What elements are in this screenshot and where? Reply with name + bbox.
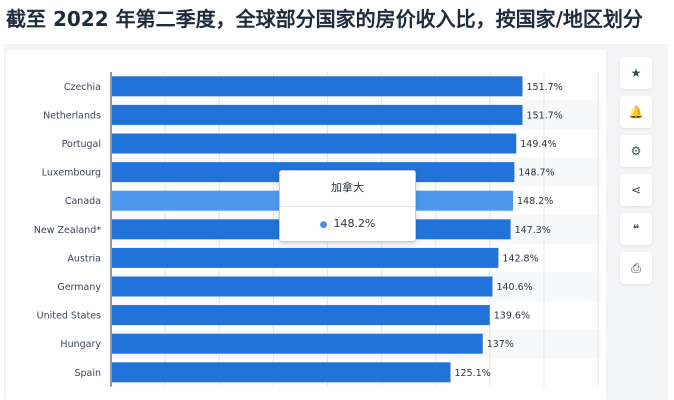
category-label: Portugal [62, 139, 101, 150]
category-label: Austria [67, 253, 101, 264]
print-button[interactable]: ⎙ [620, 252, 652, 284]
tooltip-row: ● 148.2% [280, 207, 415, 242]
quote-button[interactable]: ❝ [620, 213, 652, 245]
tooltip-value: 148.2% [333, 217, 376, 230]
star-button[interactable]: ★ [620, 57, 652, 89]
chart-tooltip: 加拿大 ● 148.2% [279, 170, 416, 242]
category-label: Netherlands [43, 110, 101, 121]
category-label: New Zealand* [34, 225, 101, 236]
bar[interactable] [112, 333, 483, 354]
bar[interactable] [112, 133, 517, 154]
quote-icon: ❝ [632, 222, 640, 236]
value-label: 147.3% [515, 225, 551, 236]
category-label: United States [37, 311, 101, 322]
star-icon: ★ [630, 66, 642, 80]
share-icon: ⋖ [630, 183, 642, 197]
gear-button[interactable]: ⚙ [620, 135, 652, 167]
bar[interactable] [112, 362, 451, 383]
value-label: 140.6% [496, 282, 532, 293]
value-label: 149.4% [520, 139, 556, 150]
bell-icon: 🔔 [628, 105, 644, 119]
value-label: 148.2% [517, 196, 553, 207]
value-label: 137% [487, 339, 514, 350]
side-toolbar: ★ 🔔 ⚙ ⋖ ❝ ⎙ [620, 57, 652, 291]
gear-icon: ⚙ [630, 144, 642, 158]
value-label: 151.7% [527, 110, 563, 121]
chart-title: 截至 2022 年第二季度，全球部分国家的房价收入比，按国家/地区划分 [6, 7, 643, 31]
value-label: 125.1% [455, 368, 491, 379]
bar[interactable] [112, 305, 490, 326]
series-dot-icon: ● [319, 220, 328, 230]
share-button[interactable]: ⋖ [620, 174, 652, 206]
tooltip-title: 加拿大 [280, 171, 415, 207]
value-label: 142.8% [502, 253, 538, 264]
bar[interactable] [112, 247, 499, 268]
category-label: Spain [74, 368, 101, 379]
category-label: Hungary [60, 339, 101, 350]
category-label: Czechia [64, 82, 101, 93]
bell-button[interactable]: 🔔 [620, 96, 652, 128]
value-label: 139.6% [494, 311, 530, 322]
category-label: Germany [57, 282, 101, 293]
category-label: Luxembourg [42, 168, 101, 179]
value-label: 151.7% [527, 82, 563, 93]
category-label: Canada [65, 196, 101, 207]
bar[interactable] [112, 76, 523, 97]
value-label: 148.7% [518, 168, 554, 179]
bar[interactable] [112, 104, 523, 125]
bar[interactable] [112, 276, 493, 297]
print-icon: ⎙ [631, 260, 641, 275]
